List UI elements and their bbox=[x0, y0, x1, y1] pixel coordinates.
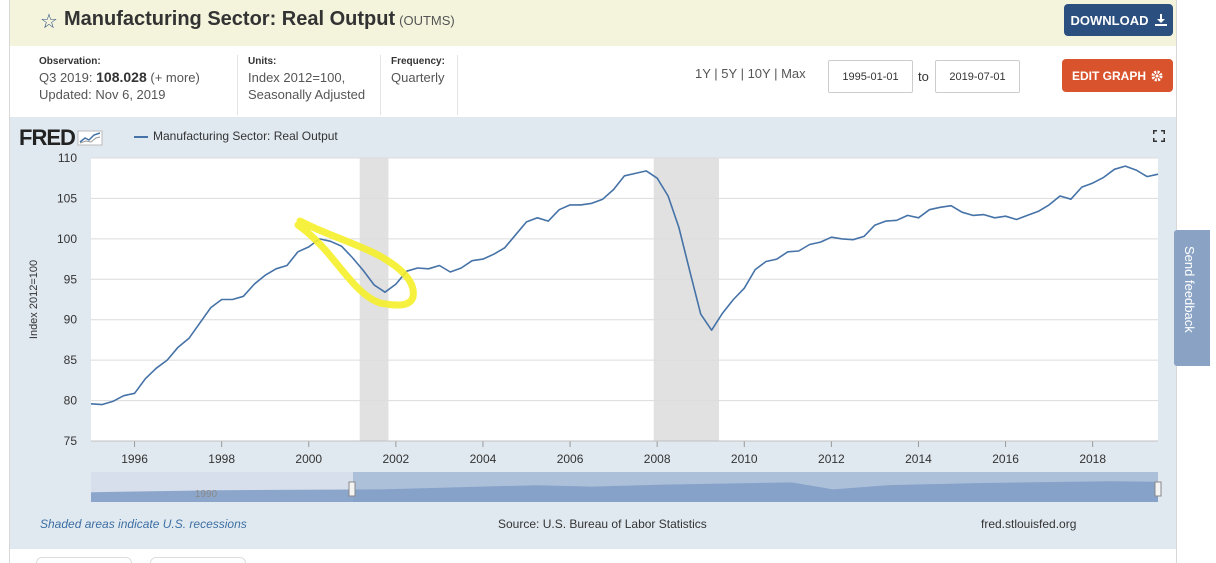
x-tick-label: 2006 bbox=[557, 452, 584, 466]
download-button[interactable]: DOWNLOAD bbox=[1064, 4, 1173, 36]
observation-period: Q3 2019: bbox=[39, 70, 93, 85]
page-frame: ☆ Manufacturing Sector: Real Output (OUTM… bbox=[9, 0, 1177, 563]
range-5y-link[interactable]: 5Y bbox=[721, 66, 737, 81]
frequency-block: Frequency: Quarterly bbox=[391, 55, 445, 86]
series-code: (OUTMS) bbox=[399, 13, 455, 28]
navigator-year-label: 1990 bbox=[195, 489, 218, 500]
edit-graph-button[interactable]: EDIT GRAPH bbox=[1062, 59, 1173, 92]
units-line2: Seasonally Adjusted bbox=[248, 87, 366, 102]
bottom-tab[interactable] bbox=[36, 557, 132, 563]
send-feedback-tab[interactable]: Send feedback bbox=[1174, 230, 1210, 366]
navigator-right-handle bbox=[1154, 481, 1162, 497]
x-tick-label: 1998 bbox=[208, 452, 235, 466]
observation-block: Observation: Q3 2019: 108.028 (+ more) U… bbox=[39, 55, 200, 103]
fred-logo-chart-icon bbox=[77, 130, 103, 146]
y-tick-label: 105 bbox=[57, 191, 77, 205]
bottom-tab[interactable] bbox=[150, 557, 246, 563]
edit-graph-label: EDIT GRAPH bbox=[1071, 68, 1146, 83]
series-header: ☆ Manufacturing Sector: Real Output (OUTM… bbox=[10, 0, 1176, 46]
to-label: to bbox=[918, 69, 929, 84]
highlight-annotation bbox=[294, 217, 417, 309]
y-tick-label: 90 bbox=[64, 313, 78, 327]
observation-more-link[interactable]: (+ more) bbox=[150, 70, 200, 85]
x-tick-label: 2004 bbox=[470, 452, 497, 466]
x-tick-label: 2014 bbox=[905, 452, 932, 466]
send-feedback-label: Send feedback bbox=[1182, 246, 1197, 333]
meta-divider bbox=[380, 55, 381, 115]
units-line1: Index 2012=100, bbox=[248, 70, 346, 85]
download-label: DOWNLOAD bbox=[1070, 12, 1149, 28]
y-tick-label: 80 bbox=[64, 394, 78, 408]
y-axis-label: Index 2012=100 bbox=[28, 260, 40, 339]
graph-panel: FRED Manufacturing Sector: Real Output 7… bbox=[10, 117, 1176, 549]
x-tick-label: 2016 bbox=[992, 452, 1019, 466]
fullscreen-icon[interactable] bbox=[1153, 130, 1165, 142]
source-note: Source: U.S. Bureau of Labor Statistics bbox=[498, 517, 707, 531]
y-tick-label: 75 bbox=[64, 434, 78, 448]
site-link[interactable]: fred.stlouisfed.org bbox=[981, 517, 1077, 531]
units-block: Units: Index 2012=100, Seasonally Adjust… bbox=[248, 55, 365, 103]
series-line bbox=[90, 165, 1159, 406]
legend-swatch bbox=[134, 136, 148, 138]
plot-background bbox=[91, 158, 1158, 441]
x-tick-label: 2008 bbox=[644, 452, 671, 466]
y-tick-label: 95 bbox=[64, 272, 78, 286]
meta-divider bbox=[237, 55, 238, 115]
gear-icon bbox=[1151, 70, 1163, 81]
favorite-star-icon[interactable]: ☆ bbox=[40, 11, 58, 33]
frequency-label: Frequency: bbox=[391, 56, 445, 67]
date-range-links: 1Y | 5Y | 10Y | Max bbox=[695, 66, 806, 81]
x-tick-label: 2018 bbox=[1079, 452, 1106, 466]
series-title-text: Manufacturing Sector: Real Output bbox=[64, 8, 396, 30]
series-title: Manufacturing Sector: Real Output (OUTMS) bbox=[64, 8, 455, 31]
range-1y-link[interactable]: 1Y bbox=[695, 66, 711, 81]
range-max-link[interactable]: Max bbox=[781, 66, 806, 81]
legend-label: Manufacturing Sector: Real Output bbox=[153, 129, 338, 143]
y-tick-label: 110 bbox=[58, 151, 77, 165]
end-date-input[interactable]: 2019-07-01 bbox=[935, 60, 1020, 93]
range-10y-link[interactable]: 10Y bbox=[747, 66, 771, 81]
navigator-left-handle bbox=[348, 481, 356, 497]
y-tick-label: 100 bbox=[57, 232, 77, 246]
units-label: Units: bbox=[248, 56, 277, 67]
start-date-input[interactable]: 1995-01-01 bbox=[828, 60, 913, 93]
chart-area: 75 80 85 90 95 100 105 110 1996 1998 2000 2002 2004 2… bbox=[28, 151, 1162, 502]
y-tick-label: 85 bbox=[64, 353, 78, 367]
fred-logo: FRED bbox=[19, 125, 103, 151]
recession-note: Shaded areas indicate U.S. recessions bbox=[40, 517, 247, 531]
x-tick-label: 2002 bbox=[383, 452, 410, 466]
observation-value: 108.028 bbox=[96, 69, 147, 85]
download-icon bbox=[1154, 14, 1167, 26]
x-tick-label: 2012 bbox=[818, 452, 845, 466]
meta-divider bbox=[457, 55, 458, 115]
x-tick-label: 2000 bbox=[295, 452, 322, 466]
recession-band bbox=[653, 158, 720, 441]
x-tick-label: 1996 bbox=[121, 452, 148, 466]
x-tick-label: 2010 bbox=[731, 452, 758, 466]
observation-label: Observation: bbox=[39, 56, 101, 67]
navigator-series-area bbox=[91, 481, 1158, 502]
frequency-value: Quarterly bbox=[391, 70, 445, 85]
updated-date: Updated: Nov 6, 2019 bbox=[39, 87, 166, 102]
